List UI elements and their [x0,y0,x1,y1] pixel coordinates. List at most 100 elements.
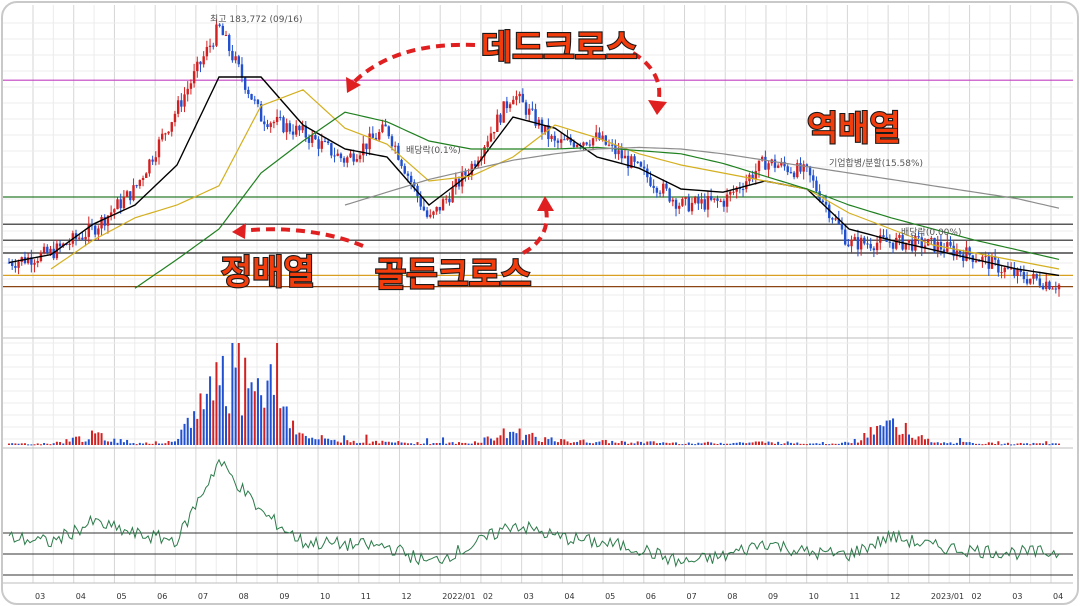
volume-bar [904,422,907,445]
volume-bar [209,376,212,445]
reverse-arrangement-label: 역배열 [807,109,901,149]
candle-body [614,144,617,155]
volume-bar [477,442,480,445]
candle-body [537,119,540,126]
volume-bar [193,411,196,445]
candle-body [253,99,256,101]
volume-bar [1058,443,1060,445]
volume-bar [748,442,751,445]
volume-bar [560,439,563,445]
dead-cross-arrow-left [351,42,476,85]
candle-body [1003,267,1006,273]
candle-body [786,166,789,173]
volume-bar [576,441,579,445]
candle-body [767,163,770,170]
volume-bar [809,443,812,445]
dead-cross-arrow-right [631,51,662,104]
candle-body [566,137,569,140]
candle-body [266,124,269,128]
candle-body [662,183,665,194]
volume-bar [821,442,824,445]
volume-bar [87,439,90,445]
volume-bar [1051,443,1054,445]
candle-body [658,192,662,194]
candle-body [598,132,601,140]
candle-body [626,155,630,168]
volume-bar [148,443,151,445]
candle-body [1048,281,1051,290]
volume-bar [333,439,336,445]
candle-body [378,132,381,140]
volume-bar [984,443,987,445]
candle-body [397,145,400,160]
volume-bar [745,443,748,445]
ma-line [134,111,1060,289]
volume-bar [818,443,821,445]
volume-bar [620,440,623,445]
high-label: 최고 183,772 (09/16) [210,14,302,25]
volume-bar [595,442,598,445]
volume-bar [256,378,259,445]
candle-body [917,235,920,238]
volume-bar [320,435,323,445]
x-tick-label: 12 [401,592,411,601]
volume-bar [212,400,215,445]
volume-bar [885,420,888,445]
candle-body [591,138,595,146]
volume-bar [432,443,435,445]
price-events: 최고 183,772 (09/16) 배당락(0.1%) 기업합병/분할(15.… [210,14,961,238]
volume-bar [783,443,786,445]
candle-body [129,191,132,201]
volume-bar [1016,443,1019,445]
volume-bar [30,444,33,446]
candle-body [866,243,869,245]
volume-bar [544,437,547,445]
volume-bar [987,442,990,445]
volume-bar [521,440,524,445]
candle-body [208,45,212,47]
candle-body [279,116,282,118]
candle-body [87,223,90,237]
volume-bar [706,441,709,445]
candle-body [352,153,355,162]
candle-body [1019,268,1022,273]
candle-body [97,228,100,235]
volume-bar [467,443,470,445]
volume-bar [451,442,454,445]
candle-body [154,157,158,162]
volume-bar [269,364,272,445]
volume-bar [295,434,298,445]
candle-body [575,144,579,147]
candle-body [853,237,856,240]
candle-body [636,161,639,163]
candle-body [588,144,592,146]
volume-bar [860,440,863,445]
volume-bar [722,443,725,445]
volume-bar [719,442,722,445]
volume-bar [279,408,282,445]
candle-body [489,133,493,142]
volume-bar [847,442,850,445]
candle-body [400,159,403,167]
candle-body [432,211,435,215]
volume-bar [180,429,183,445]
candle-body [157,139,161,158]
volume-bar [52,443,55,445]
candle-body [445,198,448,200]
candle-body [604,135,608,145]
candle-body [821,200,825,202]
candle-body [1009,268,1013,270]
volume-bar [869,427,872,445]
dead-cross-arrowhead-left [346,77,361,93]
candle-body [789,172,793,174]
candle-body [684,197,687,199]
candle-body [243,77,247,90]
volume-bar [805,444,808,446]
volume-bar [196,418,199,445]
candle-body [496,114,499,132]
annotation-arrows [232,42,667,255]
volume-bar [895,427,898,445]
candle-body [234,56,237,61]
volume-bar [975,443,978,445]
volume-bar [390,442,393,445]
